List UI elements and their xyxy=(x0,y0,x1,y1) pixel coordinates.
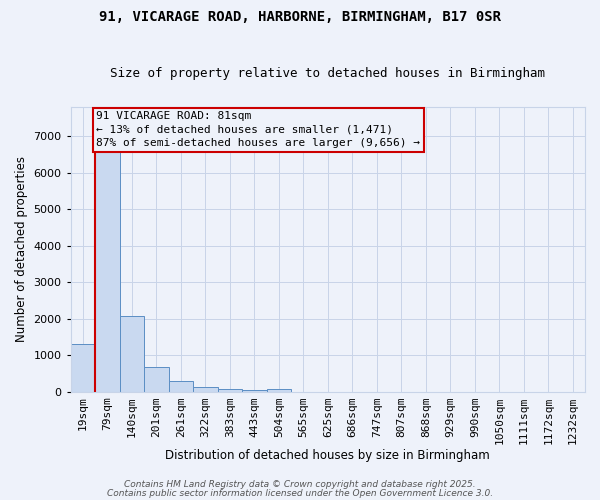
Bar xyxy=(71,344,95,392)
Bar xyxy=(95,149,119,392)
Bar xyxy=(218,389,242,392)
Bar xyxy=(193,387,218,392)
Text: 91, VICARAGE ROAD, HARBORNE, BIRMINGHAM, B17 0SR: 91, VICARAGE ROAD, HARBORNE, BIRMINGHAM,… xyxy=(99,10,501,24)
Bar xyxy=(266,390,291,392)
Title: Size of property relative to detached houses in Birmingham: Size of property relative to detached ho… xyxy=(110,66,545,80)
Text: Contains HM Land Registry data © Crown copyright and database right 2025.: Contains HM Land Registry data © Crown c… xyxy=(124,480,476,489)
Bar xyxy=(242,390,266,392)
Bar xyxy=(119,316,144,392)
Y-axis label: Number of detached properties: Number of detached properties xyxy=(15,156,28,342)
X-axis label: Distribution of detached houses by size in Birmingham: Distribution of detached houses by size … xyxy=(166,450,490,462)
Text: Contains public sector information licensed under the Open Government Licence 3.: Contains public sector information licen… xyxy=(107,489,493,498)
Text: 91 VICARAGE ROAD: 81sqm
← 13% of detached houses are smaller (1,471)
87% of semi: 91 VICARAGE ROAD: 81sqm ← 13% of detache… xyxy=(97,112,421,148)
Bar xyxy=(169,381,193,392)
Bar xyxy=(144,368,169,392)
